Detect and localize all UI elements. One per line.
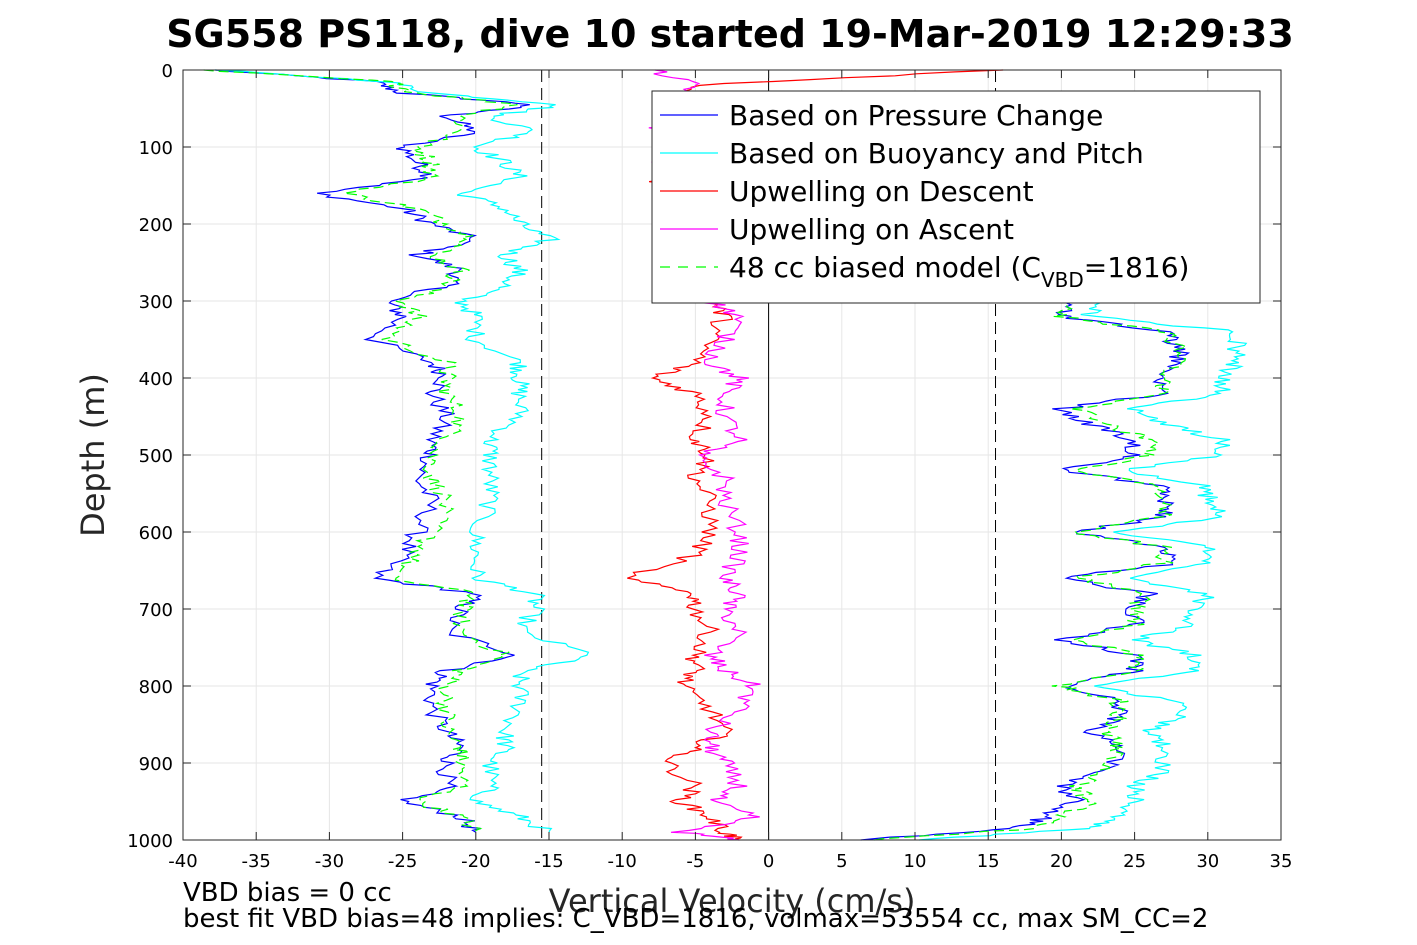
- y-axis-label: Depth (m): [74, 373, 112, 537]
- x-tick-label: 5: [836, 851, 847, 872]
- x-tick-label: 25: [1123, 851, 1146, 872]
- x-tick-label: 0: [763, 851, 774, 872]
- x-tick-label: 35: [1270, 851, 1293, 872]
- legend-label: Based on Pressure Change: [729, 99, 1103, 132]
- y-ticks: 0 100 200 300 400 500 600 700 800 900 1000: [127, 61, 1281, 852]
- y-tick-label: 1000: [127, 831, 173, 852]
- legend-label: Based on Buoyancy and Pitch: [729, 137, 1144, 170]
- legend-label: 48 cc biased model (CVBD=1816): [729, 251, 1189, 292]
- x-tick-label: 10: [904, 851, 927, 872]
- y-tick-label: 200: [139, 215, 173, 236]
- y-tick-label: 900: [139, 754, 173, 775]
- x-tick-label: -5: [686, 851, 704, 872]
- legend-label: Upwelling on Ascent: [729, 213, 1014, 246]
- y-tick-label: 800: [139, 677, 173, 698]
- x-axis-label: Vertical Velocity (cm/s): [549, 882, 916, 920]
- series-line: [874, 300, 1189, 841]
- y-tick-label: 600: [139, 523, 173, 544]
- x-ticks: -40 -35 -30 -25 -20 -15 -10 -5 0 5 10 15 20 25 30 35: [168, 70, 1292, 872]
- series-line: [215, 69, 530, 833]
- legend-label: Upwelling on Descent: [729, 175, 1034, 208]
- y-tick-label: 300: [139, 292, 173, 313]
- legend: Based on Pressure Change Based on Buoyanc…: [651, 90, 1261, 304]
- y-tick-label: 500: [139, 446, 173, 467]
- x-tick-label: -30: [315, 851, 344, 872]
- x-tick-label: 20: [1050, 851, 1073, 872]
- legend-label-prefix: 48 cc biased model (C: [729, 251, 1041, 284]
- x-tick-label: -35: [241, 851, 270, 872]
- x-tick-label: -20: [461, 851, 490, 872]
- chart-title: SG558 PS118, dive 10 started 19-Mar-2019…: [166, 12, 1294, 56]
- y-tick-label: 100: [139, 138, 173, 159]
- legend-label-suffix: =1816): [1084, 251, 1190, 284]
- x-tick-label: 30: [1196, 851, 1219, 872]
- y-tick-label: 0: [162, 61, 173, 82]
- x-tick-label: -40: [168, 851, 197, 872]
- series-line: [203, 69, 518, 833]
- footer-line-1: VBD bias = 0 cc: [183, 878, 392, 908]
- x-tick-label: 15: [977, 851, 1000, 872]
- x-tick-label: -10: [607, 851, 636, 872]
- series-line: [214, 69, 590, 833]
- footer-line-2: best fit VBD bias=48 implies: C_VBD=1816…: [183, 904, 1208, 934]
- x-tick-label: -25: [388, 851, 417, 872]
- y-tick-label: 700: [139, 600, 173, 621]
- legend-label-subscript: VBD: [1041, 268, 1084, 292]
- legend-box: [651, 90, 1261, 304]
- series-line: [919, 300, 1248, 841]
- x-tick-label: -15: [534, 851, 563, 872]
- y-tick-label: 400: [139, 369, 173, 390]
